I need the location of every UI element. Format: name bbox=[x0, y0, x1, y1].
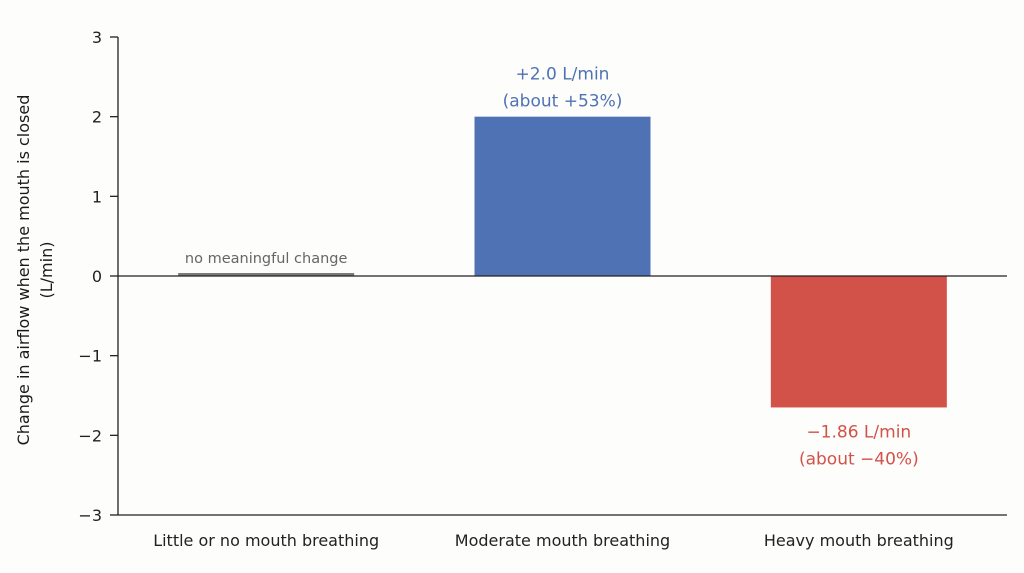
bar bbox=[474, 116, 651, 277]
y-axis: 3 2 1 0 −1 −2 −3 bbox=[78, 28, 119, 525]
y-tick-label: 3 bbox=[92, 28, 102, 47]
bars bbox=[178, 116, 947, 408]
bar bbox=[178, 273, 355, 276]
bar-data-label: no meaningful change bbox=[185, 251, 348, 267]
y-tick-label: 1 bbox=[92, 187, 102, 206]
y-tick-label: 2 bbox=[92, 108, 102, 127]
y-axis-title-line-1: Change in airflow when the mouth is clos… bbox=[14, 95, 33, 446]
bar bbox=[770, 276, 947, 408]
x-tick-label: Heavy mouth breathing bbox=[764, 531, 954, 550]
y-tick-label: 0 bbox=[92, 267, 102, 286]
data-labels: no meaningful change +2.0 L/min (about +53… bbox=[185, 65, 919, 470]
bar-data-label: +2.0 L/min bbox=[516, 65, 610, 85]
y-tick-label: −1 bbox=[78, 347, 102, 366]
y-tick-label: −3 bbox=[78, 506, 102, 525]
x-tick-label: Moderate mouth breathing bbox=[455, 531, 670, 550]
y-axis-title-line-2: (L/min) bbox=[37, 242, 56, 299]
y-tick-label: −2 bbox=[78, 426, 102, 445]
x-axis: Little or no mouth breathing Moderate mou… bbox=[118, 275, 1007, 550]
x-tick-label: Little or no mouth breathing bbox=[153, 531, 379, 550]
bar-data-label: (about +53%) bbox=[503, 92, 623, 112]
bar-data-label: −1.86 L/min bbox=[806, 422, 911, 442]
bar-data-label: (about −40%) bbox=[799, 449, 919, 469]
